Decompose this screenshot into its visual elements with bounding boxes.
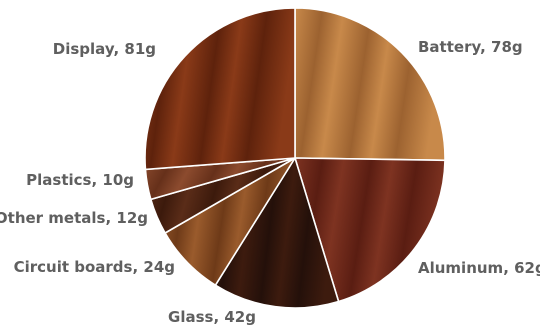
pie-labels: Battery, 78g Aluminum, 62g Glass, 42g Circu… [0, 38, 540, 326]
slice-label-circuit-boards: Circuit boards, 24g [14, 258, 175, 276]
slice-label-plastics: Plastics, 10g [26, 171, 134, 189]
slice-label-display: Display, 81g [53, 40, 156, 58]
pie-slice-glass [214, 156, 340, 309]
slice-label-other-metals: Other metals, 12g [0, 209, 148, 227]
pie-slice-aluminum [293, 157, 446, 303]
pie-slices [144, 7, 446, 309]
pie-slice-display [144, 7, 296, 171]
pie-slice-battery [294, 7, 446, 162]
slice-label-glass: Glass, 42g [168, 308, 256, 326]
slice-label-battery: Battery, 78g [418, 38, 523, 56]
slice-label-aluminum: Aluminum, 62g [418, 259, 540, 277]
